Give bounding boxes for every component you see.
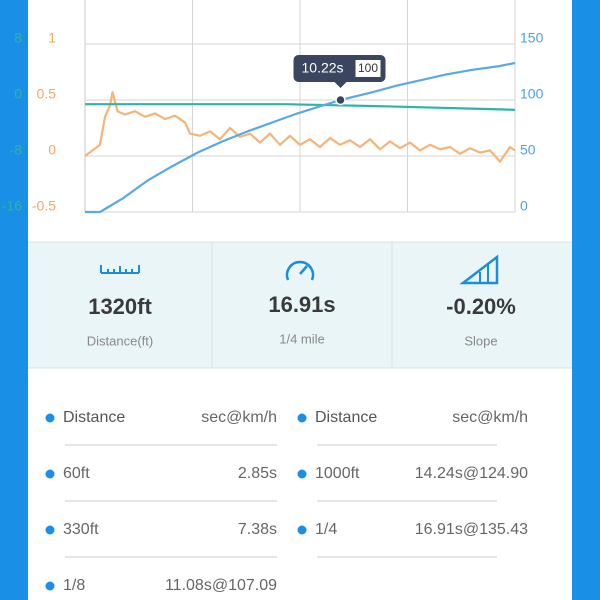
bullet <box>45 413 55 423</box>
chart: 0 50 100 150 -16 -8 0 8 -0.5 0 0.5 1 10.22s 100 <box>2 0 544 214</box>
tooltip-point <box>335 94 346 106</box>
split-name: Distance <box>315 409 377 426</box>
series-line <box>85 103 516 111</box>
y2-tick-label: 0 <box>520 198 528 214</box>
y2-tick-label: 150 <box>520 30 544 46</box>
bullet <box>45 581 55 591</box>
tooltip-arrow <box>334 82 347 88</box>
tooltip-label: 10.22s <box>302 60 344 76</box>
split-name: 60ft <box>63 465 90 482</box>
bullet <box>45 525 55 535</box>
split-value: sec@km/h <box>452 409 528 426</box>
stat-label: Distance(ft) <box>87 333 153 348</box>
y2-tick-label: 100 <box>520 86 544 102</box>
y3-tick-label: 0.5 <box>37 86 57 102</box>
y-tick-label: -8 <box>10 142 23 158</box>
split-name: 330ft <box>63 521 99 538</box>
stat-value: 16.91s <box>268 292 335 317</box>
y-tick-label: 0 <box>14 86 22 102</box>
y2-tick-label: 50 <box>520 142 536 158</box>
split-name: 1/8 <box>63 577 85 594</box>
split-name: 1/4 <box>315 521 337 538</box>
ruler-icon <box>100 265 140 274</box>
gauge-icon <box>285 260 315 281</box>
split-value: 2.85s <box>238 465 277 482</box>
y3-tick-label: 1 <box>48 30 56 46</box>
stat-label: Slope <box>464 333 497 348</box>
bullet <box>297 525 307 535</box>
bullet <box>297 413 307 423</box>
slope-icon <box>459 254 499 285</box>
stat-value: 1320ft <box>88 294 152 319</box>
stat-value: -0.20% <box>446 294 516 319</box>
bullet <box>297 469 307 479</box>
split-table: Distance sec@km/h 60ft 2.85s 330ft 7.38s 1/8 11… <box>45 409 528 594</box>
tooltip-value: 100 <box>358 61 378 75</box>
y3-tick-label: -0.5 <box>32 198 56 214</box>
stat-label: 1/4 mile <box>279 331 325 346</box>
split-value: sec@km/h <box>201 409 277 426</box>
split-name: 1000ft <box>315 465 360 482</box>
split-name: Distance <box>63 409 125 426</box>
split-value: 16.91s@135.43 <box>415 521 528 538</box>
series-line <box>84 91 516 163</box>
bullet <box>45 469 55 479</box>
split-value: 14.24s@124.90 <box>415 465 528 482</box>
y3-tick-label: 0 <box>48 142 56 158</box>
y-tick-label: -16 <box>2 198 22 214</box>
split-value: 7.38s <box>238 521 277 538</box>
y-tick-label: 8 <box>14 30 22 46</box>
tooltip-value-box <box>355 60 381 77</box>
split-value: 11.08s@107.09 <box>165 577 277 594</box>
series-line <box>85 61 516 214</box>
